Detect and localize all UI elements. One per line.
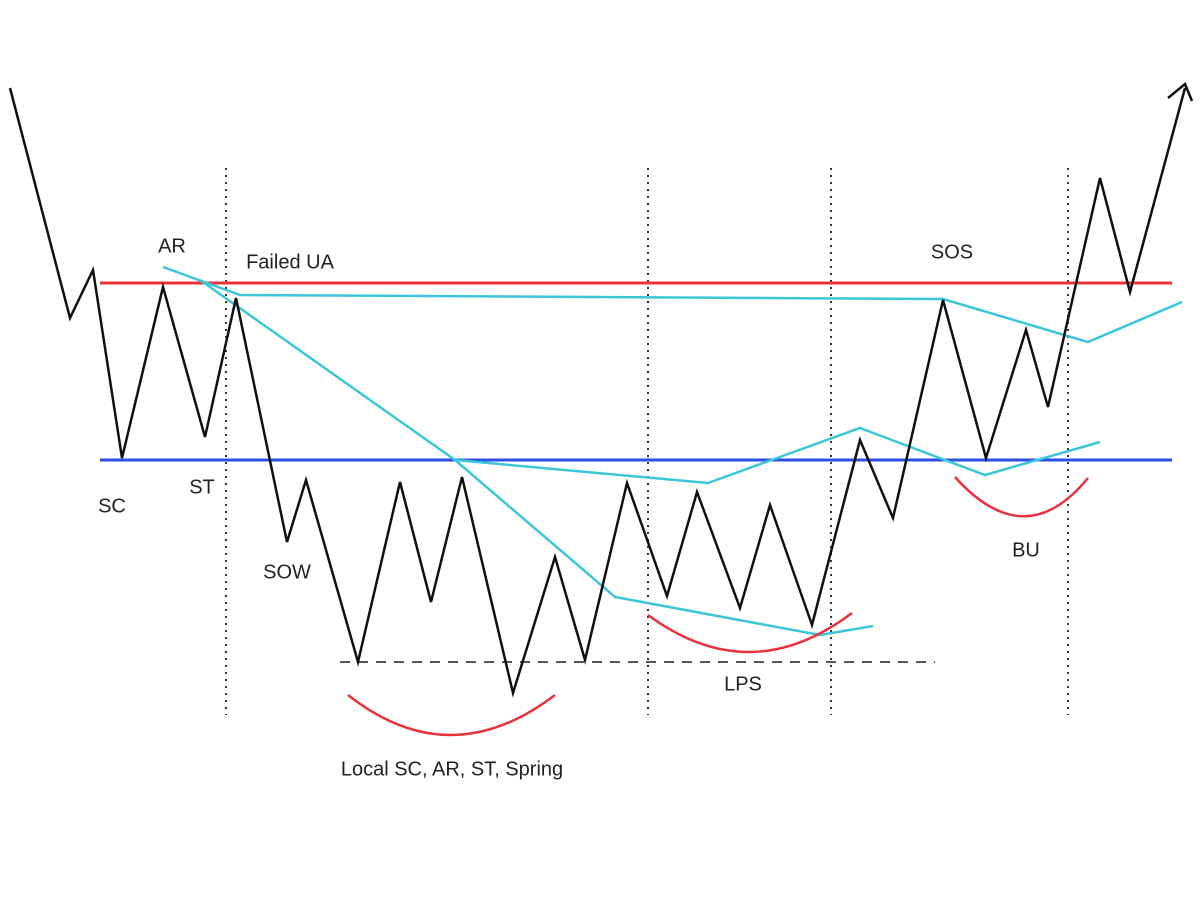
arc (954, 476, 1089, 518)
trend-line (199, 278, 874, 637)
label: ST (189, 476, 215, 498)
arc (647, 612, 853, 654)
trend-lines (162, 265, 1183, 637)
label: Local SC, AR, ST, Spring (341, 758, 563, 780)
label: AR (158, 235, 186, 257)
phase-dividers (225, 168, 1069, 715)
label: Failed UA (246, 251, 334, 273)
arc (347, 694, 556, 737)
arrow-head (1167, 81, 1194, 102)
trend-line (162, 265, 1183, 344)
price-path (8, 87, 1187, 698)
arcs (347, 476, 1089, 737)
label: SOS (931, 241, 973, 263)
label: BU (1012, 539, 1040, 561)
label: LPS (724, 673, 762, 695)
label: SOW (263, 561, 311, 583)
trend-line (454, 426, 1101, 485)
label: SC (98, 495, 126, 517)
